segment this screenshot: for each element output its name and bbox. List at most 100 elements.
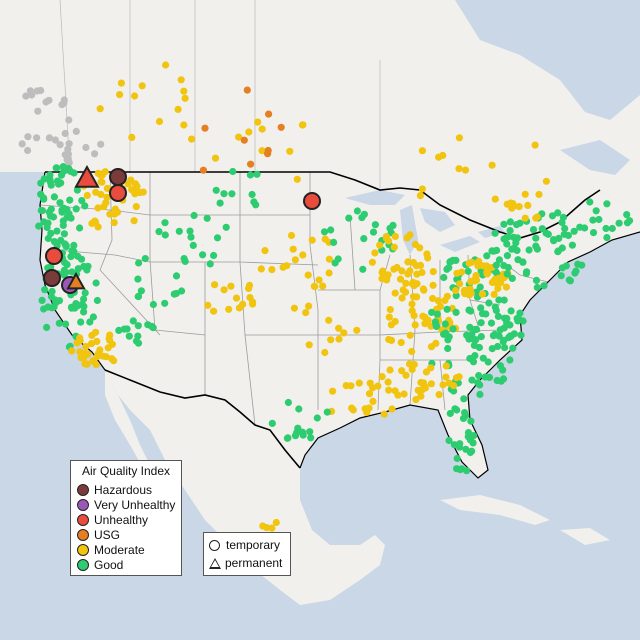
site-marker xyxy=(506,227,514,235)
site-marker xyxy=(548,212,557,220)
site-marker xyxy=(308,236,316,244)
site-marker xyxy=(40,218,48,226)
site-marker xyxy=(250,198,258,206)
circle-icon xyxy=(209,539,220,551)
site-marker xyxy=(427,364,435,372)
site-marker xyxy=(286,147,294,155)
site-marker xyxy=(540,282,548,290)
site-marker xyxy=(376,241,384,249)
site-marker xyxy=(180,255,188,263)
site-marker xyxy=(550,236,558,244)
site-marker xyxy=(137,287,145,295)
site-marker xyxy=(380,410,388,418)
site-marker xyxy=(464,267,472,275)
site-marker xyxy=(453,454,461,463)
site-marker xyxy=(484,358,492,366)
site-marker xyxy=(210,307,218,315)
site-marker xyxy=(342,382,350,390)
site-marker xyxy=(455,134,463,142)
site-marker xyxy=(418,268,426,277)
site-marker xyxy=(212,186,220,194)
site-marker xyxy=(272,518,280,527)
site-marker xyxy=(477,319,485,327)
site-marker xyxy=(131,92,139,100)
site-marker xyxy=(378,373,386,381)
type-label-permanent: permanent xyxy=(225,556,283,570)
site-marker xyxy=(302,309,310,317)
site-marker xyxy=(369,384,377,392)
site-marker xyxy=(444,344,452,353)
site-marker xyxy=(222,223,230,231)
site-marker xyxy=(510,244,518,252)
site-marker xyxy=(335,335,343,343)
site-marker xyxy=(89,313,97,321)
site-marker xyxy=(67,253,75,261)
site-marker xyxy=(487,319,496,327)
site-marker xyxy=(493,376,501,385)
site-marker xyxy=(199,166,207,174)
site-marker xyxy=(398,294,406,302)
legend-label: Hazardous xyxy=(94,483,153,497)
site-marker xyxy=(206,260,214,268)
site-marker xyxy=(110,357,118,365)
site-marker xyxy=(248,190,256,199)
site-marker xyxy=(43,323,51,331)
site-marker xyxy=(201,124,209,132)
site-marker xyxy=(364,405,372,413)
site-marker xyxy=(40,305,48,313)
site-marker xyxy=(478,290,487,298)
site-marker xyxy=(82,143,90,152)
site-marker xyxy=(402,371,410,379)
site-marker xyxy=(434,297,442,305)
site-marker xyxy=(466,436,475,444)
site-marker xyxy=(73,186,81,194)
site-marker xyxy=(475,257,483,265)
site-marker xyxy=(61,240,69,248)
site-marker xyxy=(51,296,59,304)
site-marker xyxy=(253,170,261,178)
site-marker xyxy=(48,304,56,312)
site-marker xyxy=(41,286,49,294)
site-marker xyxy=(531,141,539,149)
site-marker xyxy=(268,419,276,427)
site-marker xyxy=(61,129,69,138)
northern-bay xyxy=(455,0,640,120)
site-marker xyxy=(504,263,512,272)
site-marker xyxy=(414,386,422,394)
site-marker xyxy=(76,334,84,342)
site-marker xyxy=(411,321,419,329)
site-marker xyxy=(490,290,498,298)
site-marker xyxy=(37,86,45,95)
site-marker xyxy=(389,221,397,229)
site-marker xyxy=(60,230,68,238)
site-marker xyxy=(558,218,566,227)
site-marker xyxy=(428,308,436,316)
site-marker xyxy=(411,240,419,248)
site-marker xyxy=(404,258,412,266)
site-marker xyxy=(570,227,578,235)
site-marker xyxy=(442,373,450,381)
site-marker xyxy=(65,116,73,124)
site-marker xyxy=(213,234,222,242)
site-marker xyxy=(403,234,411,242)
site-marker xyxy=(290,304,298,312)
site-marker xyxy=(111,205,119,213)
site-marker xyxy=(466,323,474,331)
site-marker xyxy=(445,379,453,387)
site-marker xyxy=(494,342,502,351)
site-marker xyxy=(92,279,100,287)
site-marker xyxy=(561,224,569,233)
site-marker xyxy=(50,193,59,201)
site-marker xyxy=(283,262,291,270)
site-marker xyxy=(460,395,468,403)
type-label-temporary: temporary xyxy=(226,538,281,552)
site-marker xyxy=(259,522,267,530)
site-marker xyxy=(509,344,517,352)
site-marker xyxy=(455,165,463,173)
us-canada-border xyxy=(45,171,601,239)
site-marker xyxy=(59,217,67,225)
site-marker xyxy=(469,335,477,343)
site-marker xyxy=(132,203,140,211)
site-marker xyxy=(86,318,94,326)
